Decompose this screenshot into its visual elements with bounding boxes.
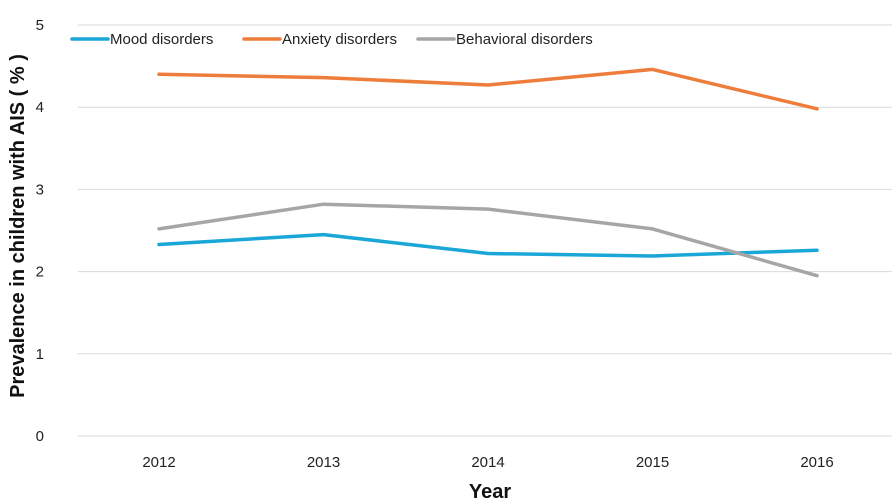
gridlines <box>78 24 892 437</box>
legend: Mood disorders Anxiety disorders Behaviora… <box>70 31 593 48</box>
series-lines <box>157 67 819 278</box>
x-axis-title: Year <box>469 481 511 501</box>
legend-label: Behavioral disorders <box>456 31 593 48</box>
y-tick-label: 0 <box>36 428 44 445</box>
y-tick-label: 5 <box>36 17 44 34</box>
legend-label: Mood disorders <box>110 31 213 48</box>
y-tick-label: 2 <box>36 264 44 281</box>
x-tick-label: 2012 <box>142 454 175 471</box>
x-tick-label: 2016 <box>800 454 833 471</box>
y-axis-ticks: 0 1 2 3 4 5 <box>36 17 44 445</box>
x-tick-label: 2013 <box>307 454 340 471</box>
y-tick-label: 4 <box>36 99 44 116</box>
y-tick-label: 3 <box>36 181 44 198</box>
x-axis-ticks: 2012 2013 2014 2015 2016 <box>142 454 833 471</box>
series-line <box>157 67 819 111</box>
y-axis-title: Prevalence in children with AIS ( % ) <box>7 54 29 398</box>
series-line <box>157 232 819 258</box>
x-tick-label: 2014 <box>471 454 504 471</box>
x-tick-label: 2015 <box>636 454 669 471</box>
series-line <box>157 202 819 278</box>
y-tick-label: 1 <box>36 346 44 363</box>
legend-label: Anxiety disorders <box>282 31 397 48</box>
